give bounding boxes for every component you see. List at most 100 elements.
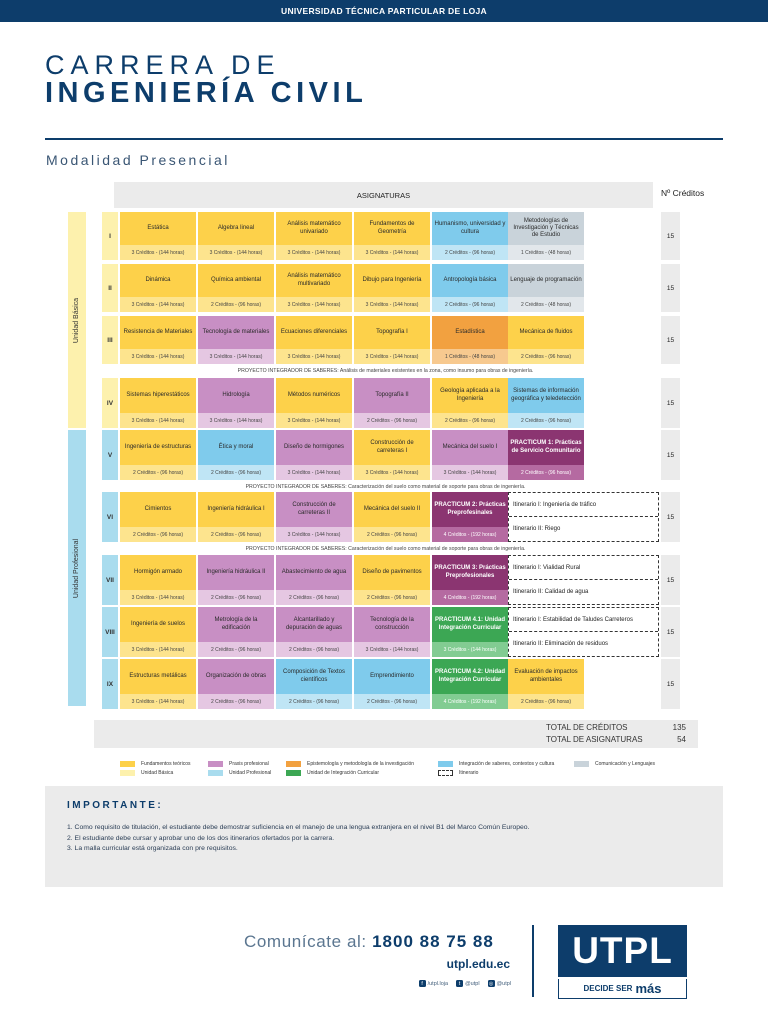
semester-label: III (102, 316, 118, 364)
subject-cell: Ética y moral 2 Créditos - (96 horas) (198, 430, 274, 480)
total-credits-row: TOTAL DE CRÉDITOS 135 (546, 723, 686, 732)
subject-name: PRACTICUM 4.2: Unidad Integración Curric… (432, 659, 508, 694)
university-name: UNIVERSIDAD TÉCNICA PARTICULAR DE LOJA (281, 6, 487, 16)
subject-credits: 3 Créditos - (144 horas) (276, 465, 352, 480)
subject-name: PRACTICUM 3: Prácticas Preprofesionales (432, 555, 508, 590)
subject-cell: Química ambiental 2 Créditos - (96 horas) (198, 264, 274, 312)
subject-credits: 2 Créditos - (96 horas) (198, 465, 274, 480)
semester-credits: 15 (661, 555, 680, 605)
subject-name: Alcantarillado y depuración de aguas (276, 607, 352, 642)
subject-name: Abastecimiento de agua (276, 555, 352, 590)
subject-credits: 2 Créditos - (48 horas) (508, 297, 584, 312)
subject-credits: 2 Créditos - (96 horas) (120, 527, 196, 542)
integrative-project: PROYECTO INTEGRADOR DE SABERES: Caracter… (245, 546, 526, 552)
subject-cell: Estructuras metálicas 3 Créditos - (144 h… (120, 659, 196, 709)
subject-name: Topografía I (354, 316, 430, 349)
subject-cell: Diseño de pavimentos 2 Créditos - (96 hor… (354, 555, 430, 605)
footer-divider (532, 925, 534, 997)
itinerary-box: Itinerario I: Vialidad Rural Itinerario I… (508, 555, 659, 605)
itinerary-option: Itinerario I: Estabilidad de Taludes Car… (509, 608, 658, 632)
legend-item: Integración de saberes, contextos y cult… (438, 761, 554, 767)
important-heading: IMPORTANTE: (67, 800, 164, 811)
subject-name: PRACTICUM 1: Prácticas de Servicio Comun… (508, 430, 584, 465)
subject-name: Construcción de carreteras II (276, 492, 352, 527)
itinerary-option: Itinerario I: Vialidad Rural (509, 556, 658, 580)
legend-item: Itinerario (438, 770, 478, 776)
subject-name: Mecánica del suelo II (354, 492, 430, 527)
social-facebook[interactable]: f /utpl.loja (418, 980, 448, 987)
subject-credits: 3 Créditos - (144 horas) (354, 349, 430, 364)
subject-credits: 2 Créditos - (96 horas) (508, 413, 584, 428)
subject-credits: 2 Créditos - (96 horas) (354, 694, 430, 709)
semester-credits: 15 (661, 212, 680, 260)
subject-cell: Hidrología 3 Créditos - (144 horas) (198, 378, 274, 428)
subject-credits: 3 Créditos - (144 horas) (354, 297, 430, 312)
subject-name: Análisis matemático univariado (276, 212, 352, 245)
subject-name: Ingeniería de suelos (120, 607, 196, 642)
social-twitter[interactable]: t @utpl (456, 980, 480, 987)
subject-name: Algebra lineal (198, 212, 274, 245)
subject-cell: Cimientos 2 Créditos - (96 horas) (120, 492, 196, 542)
subject-name: Cimientos (120, 492, 196, 527)
modality-subtitle: Modalidad Presencial (46, 152, 230, 168)
subject-credits: 2 Créditos - (96 horas) (198, 694, 274, 709)
subject-credits: 3 Créditos - (144 horas) (120, 642, 196, 657)
subject-cell: Humanismo, universidad y cultura 2 Crédit… (432, 212, 508, 260)
subject-name: Tecnología de la construcción (354, 607, 430, 642)
subject-name: Diseño de pavimentos (354, 555, 430, 590)
legend-item: Epistemología y metodología de la invest… (286, 761, 414, 767)
subject-credits: 3 Créditos - (144 horas) (432, 642, 508, 657)
subject-credits: 3 Créditos - (144 horas) (198, 245, 274, 260)
subject-credits: 2 Créditos - (96 horas) (198, 527, 274, 542)
subject-credits: 3 Créditos - (144 horas) (198, 413, 274, 428)
subject-credits: 1 Créditos - (48 horas) (508, 245, 584, 260)
semester-label: V (102, 430, 118, 480)
legend-swatch (438, 761, 453, 767)
title-line-1: CARRERA DE (45, 50, 281, 80)
legend-item: Fundamentos teóricos (120, 761, 190, 767)
utpl-logo: UTPL DECIDE SER más (558, 925, 687, 999)
phone-number[interactable]: 1800 88 75 88 (372, 932, 494, 951)
website-link[interactable]: utpl.edu.ec (446, 957, 510, 971)
subject-credits: 2 Créditos - (96 horas) (276, 590, 352, 605)
subject-credits: 3 Créditos - (144 horas) (276, 527, 352, 542)
subject-credits: 2 Créditos - (96 horas) (198, 642, 274, 657)
subject-credits: 3 Créditos - (144 horas) (354, 245, 430, 260)
title-line-2: INGENIERÍA CIVIL (45, 77, 368, 109)
subject-cell: Análisis matemático univariado 3 Créditos… (276, 212, 352, 260)
subject-cell: Métodos numéricos 3 Créditos - (144 horas… (276, 378, 352, 428)
subject-cell: Análisis matemático multivariado 3 Crédit… (276, 264, 352, 312)
subject-cell: Resistencia de Materiales 3 Créditos - (1… (120, 316, 196, 364)
semester-credits: 15 (661, 430, 680, 480)
subject-cell: Ecuaciones diferenciales 3 Créditos - (14… (276, 316, 352, 364)
subject-name: Estática (120, 212, 196, 245)
subject-name: Estadística (432, 316, 508, 349)
totals-bar: TOTAL DE CRÉDITOS 135 TOTAL DE ASIGNATUR… (94, 720, 698, 748)
subject-credits: 3 Créditos - (144 horas) (276, 349, 352, 364)
subject-name: Composición de Textos científicos (276, 659, 352, 694)
note-2: 2. El estudiante debe cursar y aprobar u… (67, 834, 335, 842)
instagram-icon: ◎ (487, 980, 495, 987)
subject-cell: Antropología básica 2 Créditos - (96 hora… (432, 264, 508, 312)
subject-cell: Dinámica 3 Créditos - (144 horas) (120, 264, 196, 312)
subject-credits: 2 Créditos - (96 horas) (432, 245, 508, 260)
legend-swatch (286, 770, 301, 776)
subject-credits: 3 Créditos - (144 horas) (120, 413, 196, 428)
semester-label: IV (102, 378, 118, 428)
subject-name: PRACTICUM 2: Prácticas Preprofesinales (432, 492, 508, 527)
subject-name: PRACTICUM 4.1: Unidad Integración Curric… (432, 607, 508, 642)
subject-name: Hormigón armado (120, 555, 196, 590)
subject-credits: 3 Créditos - (144 horas) (354, 642, 430, 657)
legend-swatch (438, 770, 453, 776)
subject-cell: PRACTICUM 2: Prácticas Preprofesinales 4 … (432, 492, 508, 542)
social-instagram[interactable]: ◎ @utpl (487, 980, 511, 987)
subject-credits: 2 Créditos - (96 horas) (276, 694, 352, 709)
contact-phone: Comunícate al: 1800 88 75 88 (244, 932, 494, 951)
subject-cell: Lenguaje de programación 2 Créditos - (48… (508, 264, 584, 312)
subject-cell: Algebra lineal 3 Créditos - (144 horas) (198, 212, 274, 260)
subject-name: Sistemas de información geográfica y tel… (508, 378, 584, 413)
itinerary-option: Itinerario II: Calidad de agua (513, 589, 589, 595)
unit-band: Unidad Profesional (68, 430, 86, 706)
credits-header: Nº Créditos (661, 188, 705, 198)
